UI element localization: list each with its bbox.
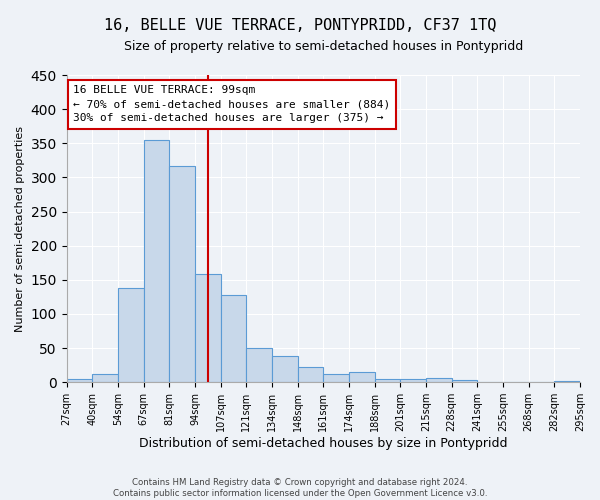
Title: Size of property relative to semi-detached houses in Pontypridd: Size of property relative to semi-detach… (124, 40, 523, 53)
Bar (92, 374, 118, 382)
Bar (374, 380, 400, 382)
Y-axis label: Number of semi-detached properties: Number of semi-detached properties (15, 126, 25, 332)
Bar (247, 348, 272, 382)
Text: Contains HM Land Registry data © Crown copyright and database right 2024.
Contai: Contains HM Land Registry data © Crown c… (113, 478, 487, 498)
Bar (118, 288, 143, 382)
Bar (323, 374, 349, 382)
Bar (221, 295, 247, 382)
Bar (143, 140, 169, 382)
Bar (349, 372, 374, 382)
Text: 16, BELLE VUE TERRACE, PONTYPRIDD, CF37 1TQ: 16, BELLE VUE TERRACE, PONTYPRIDD, CF37 … (104, 18, 496, 32)
Bar (195, 274, 221, 382)
Bar (67, 379, 92, 382)
Text: 16 BELLE VUE TERRACE: 99sqm
← 70% of semi-detached houses are smaller (884)
30% : 16 BELLE VUE TERRACE: 99sqm ← 70% of sem… (73, 85, 391, 123)
Bar (400, 379, 426, 382)
Bar (554, 381, 580, 382)
Bar (426, 378, 452, 382)
X-axis label: Distribution of semi-detached houses by size in Pontypridd: Distribution of semi-detached houses by … (139, 437, 508, 450)
Bar (298, 367, 323, 382)
Bar (452, 380, 478, 382)
Bar (169, 166, 195, 382)
Bar (272, 356, 298, 382)
